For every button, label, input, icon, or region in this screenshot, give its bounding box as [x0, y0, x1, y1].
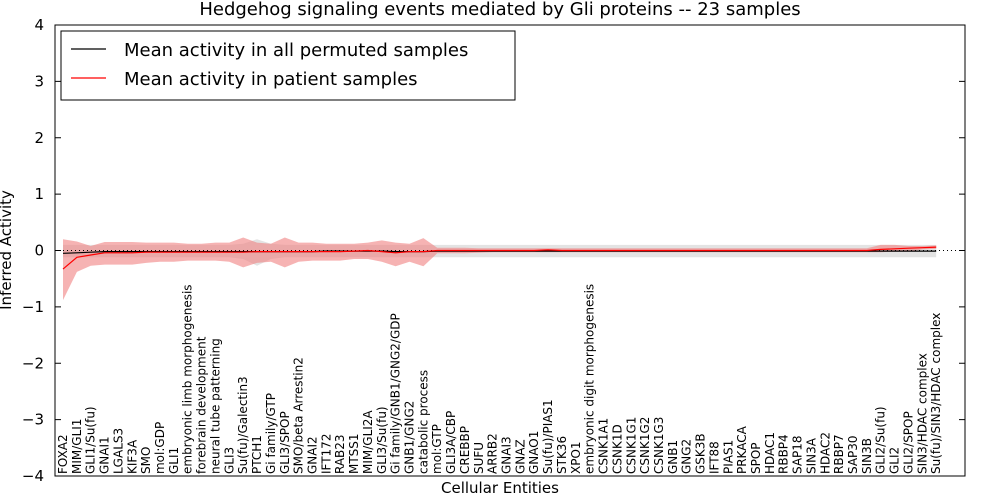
category-label: embryonic limb morphogenesis	[181, 284, 195, 474]
category-label: GLI3/Su(fu)	[375, 406, 389, 474]
category-label: neural tube patterning	[208, 338, 222, 474]
category-label: CSNK1G2	[638, 417, 652, 474]
y-tick-label: −1	[22, 298, 44, 316]
category-labels: FOXA2 MIM/GLI1 GLI1/Su(fu) GNAI1 LGALS3 KIF3A…	[56, 284, 943, 474]
category-label: SUFU	[472, 442, 486, 474]
category-label: mol:GTP	[430, 424, 444, 474]
category-label: GNAO1	[527, 431, 541, 474]
category-label: Su(fu)/Galectin3	[236, 376, 250, 474]
category-label: Su(fu)/PIAS1	[541, 399, 555, 474]
category-label: GLI1/Su(fu)	[84, 406, 98, 474]
category-label: SIN3B	[860, 438, 874, 474]
category-label: GLI3/SPOP	[278, 411, 292, 474]
y-axis-ticks: 4 3 2 1 0 −1 −2 −3 −4	[22, 16, 965, 485]
category-label: embryonic digit morphogenesis	[583, 284, 597, 474]
category-label: RBBP7	[832, 434, 846, 474]
patient-confidence-band	[63, 237, 937, 301]
category-label: PRKACA	[735, 425, 749, 474]
legend-box	[60, 30, 516, 101]
category-label: MTSS1	[347, 433, 361, 474]
category-label: XPO1	[569, 441, 583, 474]
category-label: MIM/GLI2A	[361, 410, 375, 474]
y-tick-label: −3	[22, 411, 44, 429]
y-tick-label: 4	[34, 16, 44, 34]
y-tick-label: −4	[22, 467, 44, 485]
chart-title: Hedgehog signaling events mediated by Gl…	[199, 0, 800, 20]
category-label: catabolic process	[416, 370, 430, 474]
category-label: HDAC2	[818, 432, 832, 474]
category-label: GNAI3	[500, 436, 514, 474]
category-label: IFT88	[707, 441, 721, 474]
category-label: SIN3/HDAC complex	[915, 353, 929, 474]
category-label: GNG2	[680, 439, 694, 474]
category-label: CSNK1G3	[652, 417, 666, 474]
category-label: GSK3B	[694, 433, 708, 474]
category-label: HDAC1	[763, 432, 777, 474]
legend-label-permuted: Mean activity in all permuted samples	[124, 40, 468, 61]
category-label: GLI2/SPOP	[901, 411, 915, 474]
category-label: Gi family/GNB1/GNG2/GDP	[389, 313, 403, 474]
y-tick-label: 0	[34, 242, 44, 260]
category-label: GNAI2	[305, 436, 319, 474]
category-label: ARRB2	[486, 433, 500, 474]
confidence-bands	[63, 237, 937, 301]
category-label: MIM/GLI1	[70, 419, 84, 474]
y-tick-label: 3	[34, 72, 44, 90]
category-label: STK36	[555, 436, 569, 474]
category-label: SMO/beta Arrestin2	[292, 357, 306, 474]
category-label: IFT172	[319, 434, 333, 474]
category-label: Gi family/GTP	[264, 393, 278, 474]
category-label: CSNK1A1	[597, 418, 611, 474]
y-tick-label: 2	[34, 129, 44, 147]
patient-mean-line	[62, 246, 937, 270]
category-label: GLI2	[888, 447, 902, 474]
x-axis-label: Cellular Entities	[441, 479, 559, 497]
y-tick-label: 1	[34, 185, 44, 203]
legend-label-patient: Mean activity in patient samples	[124, 69, 418, 90]
category-label: SAP30	[846, 435, 860, 474]
category-label: PTCH1	[250, 435, 264, 474]
category-label: SIN3A	[804, 437, 818, 474]
y-tick-label: −2	[22, 354, 44, 372]
category-label: RAB23	[333, 434, 347, 474]
category-label: GLI3A/CBP	[444, 411, 458, 474]
category-label: RBBP4	[777, 434, 791, 474]
series-lines	[62, 246, 937, 270]
category-label: forebrain development	[195, 336, 209, 474]
category-label: SAP18	[791, 435, 805, 474]
category-label: GNB1/GNG2	[403, 401, 417, 474]
category-label: Su(fu)/SIN3/HDAC complex	[929, 313, 943, 474]
category-label: KIF3A	[125, 439, 139, 474]
category-label: FOXA2	[56, 434, 70, 474]
category-label: CREBBP	[458, 426, 472, 474]
category-label: GLI2/Su(fu)	[874, 406, 888, 474]
category-label: GNB1	[666, 440, 680, 474]
category-label: GLI1	[167, 447, 181, 474]
category-label: SMO	[139, 447, 153, 474]
category-label: CSNK1G1	[624, 417, 638, 474]
category-label: GNAZ	[513, 439, 527, 474]
category-label: SPOP	[749, 442, 763, 474]
category-label: LGALS3	[111, 428, 125, 474]
y-axis-label: Inferred Activity	[0, 190, 15, 310]
plot-frame	[54, 24, 966, 477]
category-label: PIAS1	[721, 440, 735, 474]
category-label: GNAI1	[98, 436, 112, 474]
legend: Mean activity in all permuted samples Me…	[60, 30, 516, 101]
category-label: mol:GDP	[153, 422, 167, 474]
category-label: GLI3	[222, 447, 236, 474]
category-label: CSNK1D	[610, 424, 624, 474]
